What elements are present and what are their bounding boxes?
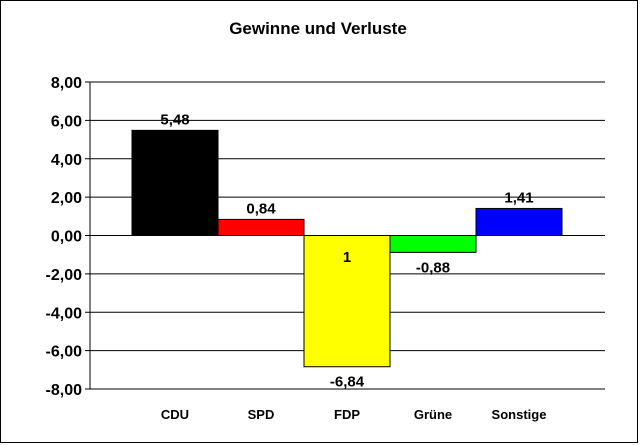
y-tick-label: -8,00 [46, 382, 83, 399]
fdp-inner-label: 1 [343, 249, 351, 266]
data-label: 5,48 [160, 111, 189, 128]
bar-cdu [131, 129, 219, 236]
data-label: -6,84 [330, 374, 365, 391]
bar-grüne [389, 235, 477, 253]
y-tick-label: 8,00 [51, 75, 82, 92]
category-label: Sonstige [492, 407, 547, 422]
category-label: Grüne [414, 407, 452, 422]
data-label: 0,84 [246, 200, 276, 217]
data-label: 1,41 [504, 189, 533, 206]
category-label: FDP [334, 407, 360, 422]
y-tick-label: -6,00 [46, 344, 83, 361]
chart-title: Gewinne und Verluste [229, 19, 407, 38]
bar-sonstige [475, 207, 563, 236]
y-tick-label: -4,00 [46, 305, 83, 322]
bar-fdp [303, 235, 391, 368]
y-tick-label: 0,00 [51, 229, 82, 246]
y-tick-label: 6,00 [51, 113, 82, 130]
category-label: CDU [161, 407, 189, 422]
y-tick-label: 2,00 [51, 190, 82, 207]
bar-spd [217, 218, 305, 237]
y-tick-label: 4,00 [51, 152, 82, 169]
category-label: SPD [248, 407, 275, 422]
data-label: -0,88 [416, 259, 450, 276]
y-tick-label: -2,00 [46, 267, 83, 284]
